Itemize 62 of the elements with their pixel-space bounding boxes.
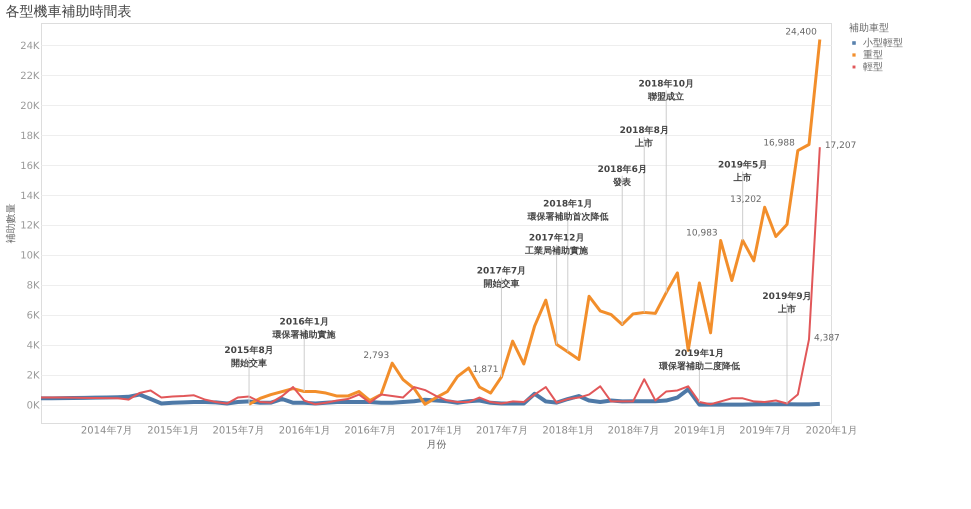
chart-title: 各型機車補助時間表	[6, 4, 132, 20]
annotation: 上市	[777, 304, 796, 316]
y-tick-label: 4K	[26, 340, 40, 352]
annotation: 2016年1月	[280, 316, 329, 328]
legend-label: 重型	[863, 49, 883, 61]
annotation: 聯盟成立	[647, 91, 684, 102]
x-tick-label: 2017年1月	[410, 424, 463, 436]
x-tick-label: 2020年1月	[806, 424, 858, 436]
x-tick-label: 2016年1月	[278, 424, 331, 436]
x-tick-label: 2018年1月	[542, 424, 594, 436]
data-label: 2,793	[363, 351, 390, 362]
annotation: 開始交車	[483, 278, 520, 290]
annotation: 2018年8月	[620, 124, 669, 136]
data-label: 4,387	[814, 333, 840, 344]
legend-title: 補助車型	[849, 22, 889, 34]
y-tick-label: 24K	[20, 40, 40, 52]
x-tick-label: 2015年7月	[212, 424, 264, 436]
annotation: 2018年1月	[543, 198, 592, 210]
x-tick-label: 2015年1月	[147, 424, 200, 436]
y-tick-label: 18K	[20, 130, 40, 142]
x-tick-label: 2019年7月	[739, 424, 792, 436]
x-tick-label: 2018年7月	[608, 424, 660, 436]
y-tick-label: 2K	[26, 370, 40, 382]
data-label: 24,400	[785, 27, 818, 38]
y-tick-label: 8K	[26, 280, 40, 292]
annotation: 環保署補助實施	[272, 330, 337, 341]
data-label: 16,988	[763, 138, 796, 149]
x-tick-label: 2019年1月	[674, 424, 726, 436]
y-tick-label: 20K	[20, 100, 40, 112]
annotation: 發表	[612, 176, 632, 188]
x-tick-label: 2017年7月	[476, 424, 528, 436]
data-label: 13,202	[730, 195, 762, 206]
annotation: 開始交車	[231, 358, 268, 370]
annotation: 2018年6月	[598, 164, 647, 175]
annotation: 2018年10月	[638, 78, 694, 90]
annotation: 2019年9月	[762, 291, 812, 302]
annotation: 上市	[732, 172, 752, 184]
y-tick-label: 12K	[20, 220, 40, 232]
data-label: 10,983	[686, 228, 718, 238]
annotation: 工業局補助實施	[524, 246, 590, 257]
y-tick-label: 10K	[20, 250, 40, 262]
y-tick-label: 6K	[26, 310, 40, 322]
data-label: 1,871	[472, 364, 498, 375]
y-tick-label: 22K	[20, 70, 40, 82]
y-tick-label: 0K	[26, 400, 40, 412]
annotation: 環保署補助首次降低	[526, 211, 608, 222]
x-tick-label: 2014年7月	[80, 424, 133, 436]
legend-label: 輕型	[863, 61, 883, 73]
annotation: 環保署補助二度降低	[658, 361, 740, 372]
x-axis-title: 月份	[426, 440, 446, 450]
annotation: 2019年1月	[674, 348, 724, 360]
data-label: 17,207	[824, 141, 856, 152]
y-tick-label: 16K	[20, 160, 40, 172]
annotation: 2017年7月	[476, 266, 526, 277]
y-axis-title: 補助數量	[5, 204, 18, 244]
annotation: 上市	[634, 138, 654, 149]
y-tick-label: 14K	[20, 190, 40, 202]
annotation: 2019年5月	[718, 159, 768, 170]
annotation: 2017年12月	[528, 232, 584, 244]
annotation: 2015年8月	[224, 345, 274, 356]
x-tick-label: 2016年7月	[344, 424, 396, 436]
legend-label: 小型輕型	[863, 37, 903, 49]
